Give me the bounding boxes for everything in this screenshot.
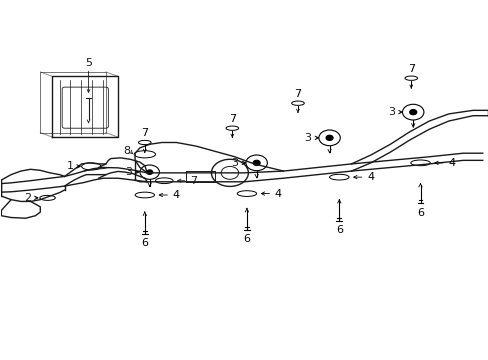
Text: 7: 7	[294, 89, 301, 99]
Text: 6: 6	[141, 238, 148, 248]
Text: 3: 3	[387, 107, 394, 117]
Text: 5: 5	[85, 58, 92, 68]
Text: 4: 4	[366, 172, 373, 182]
Text: 4: 4	[274, 189, 281, 199]
Text: 6: 6	[416, 207, 423, 217]
Text: 6: 6	[335, 225, 342, 235]
Text: 8: 8	[123, 147, 130, 157]
Text: 3: 3	[124, 167, 131, 177]
Circle shape	[146, 170, 152, 174]
Text: 4: 4	[447, 158, 454, 168]
Text: 2: 2	[24, 193, 31, 203]
Text: 7: 7	[141, 128, 148, 138]
Circle shape	[253, 160, 260, 165]
Text: 7: 7	[190, 176, 197, 186]
Text: 3: 3	[231, 158, 238, 168]
Text: 1: 1	[66, 161, 73, 171]
Text: 3: 3	[304, 133, 311, 143]
Text: 7: 7	[228, 114, 235, 124]
Text: 6: 6	[243, 234, 250, 244]
Text: 4: 4	[172, 190, 179, 200]
Text: 7: 7	[407, 64, 414, 74]
Circle shape	[325, 135, 332, 140]
Circle shape	[409, 110, 416, 114]
